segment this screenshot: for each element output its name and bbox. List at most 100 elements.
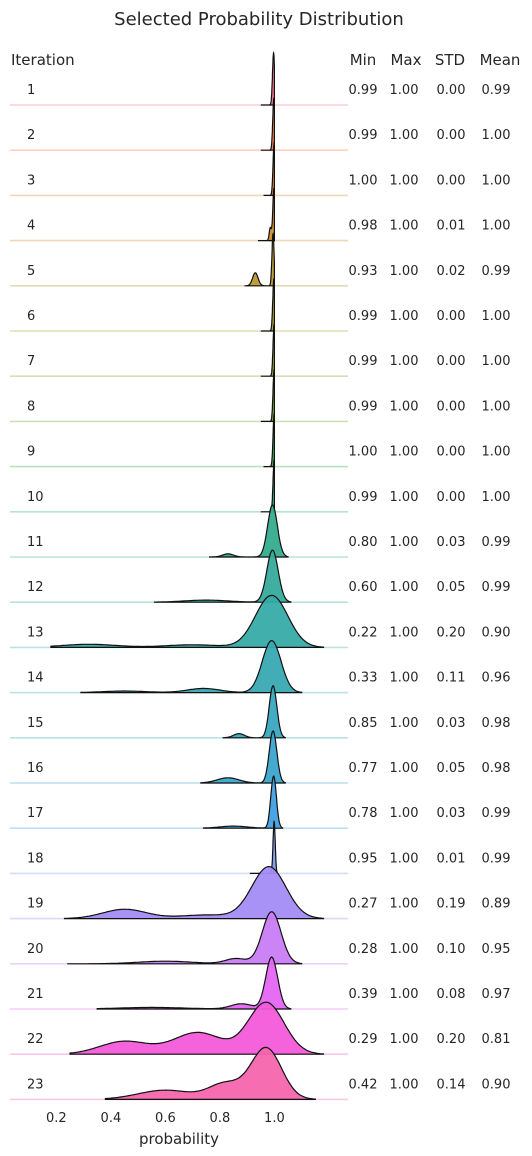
mean-value: 0.98	[482, 716, 511, 731]
max-value: 1.00	[390, 942, 419, 957]
min-value: 0.39	[349, 987, 378, 1002]
ridge-row-22: 22 0.29 1.00 0.20 0.81	[10, 1001, 511, 1055]
std-value: 0.03	[437, 535, 466, 550]
density-ridge	[258, 187, 275, 242]
max-value: 1.00	[390, 580, 419, 595]
max-value: 1.00	[390, 173, 419, 188]
std-value: 0.20	[437, 1032, 466, 1047]
mean-value: 0.95	[482, 942, 511, 957]
mean-value: 0.99	[482, 851, 511, 866]
std-value: 0.00	[437, 399, 466, 414]
ridge-row-17: 17 0.78 1.00 0.03 0.99	[10, 775, 511, 830]
max-value: 1.00	[390, 399, 419, 414]
std-value: 0.03	[437, 806, 466, 821]
min-value: 0.42	[349, 1077, 378, 1092]
iteration-label: 18	[27, 851, 44, 866]
std-value: 0.01	[437, 851, 466, 866]
std-value: 0.00	[437, 354, 466, 369]
ridge-row-12: 12 0.60 1.00 0.05 0.99	[10, 549, 511, 604]
iteration-label: 6	[27, 309, 35, 324]
iteration-label: 11	[27, 535, 44, 550]
max-value: 1.00	[390, 219, 419, 234]
iteration-label: 12	[27, 580, 44, 595]
mean-value: 0.90	[482, 1077, 511, 1092]
std-value: 0.10	[437, 942, 466, 957]
min-value: 0.78	[349, 806, 378, 821]
mean-value: 1.00	[482, 354, 511, 369]
min-value: 0.77	[349, 761, 378, 776]
mean-value: 0.97	[482, 987, 511, 1002]
density-ridge	[202, 775, 284, 829]
std-value: 0.00	[437, 173, 466, 188]
min-value: 0.98	[349, 219, 378, 234]
mean-value: 1.00	[482, 309, 511, 324]
ridge-row-9: 9 1.00 1.00 0.00 1.00	[10, 413, 510, 468]
max-value: 1.00	[390, 354, 419, 369]
density-ridge	[244, 232, 275, 287]
mean-value: 0.90	[482, 625, 511, 640]
ridge-row-13: 13 0.22 1.00 0.20 0.90	[10, 594, 511, 649]
iteration-label: 16	[27, 761, 44, 776]
min-value: 0.93	[349, 264, 378, 279]
density-ridge	[260, 369, 275, 422]
max-value: 1.00	[390, 987, 419, 1002]
mean-value: 0.96	[482, 671, 511, 686]
iteration-label: 9	[27, 445, 35, 460]
std-value: 0.02	[437, 264, 466, 279]
iteration-label: 1	[27, 83, 35, 98]
iteration-label: 14	[27, 671, 44, 686]
iteration-label: 20	[27, 942, 44, 957]
std-value: 0.00	[437, 128, 466, 143]
min-value: 0.27	[349, 897, 378, 912]
mean-value: 1.00	[482, 173, 511, 188]
max-value: 1.00	[390, 806, 419, 821]
max-value: 1.00	[390, 716, 419, 731]
ridge-row-3: 3 1.00 1.00 0.00 1.00	[10, 141, 511, 197]
ridge-row-4: 4 0.98 1.00 0.01 1.00	[10, 187, 510, 242]
density-ridge	[67, 911, 303, 965]
std-value: 0.01	[437, 219, 466, 234]
mean-value: 1.00	[482, 128, 511, 143]
density-ridge	[80, 639, 303, 694]
ridge-row-15: 15 0.85 1.00 0.03 0.98	[10, 685, 511, 739]
max-value: 1.00	[390, 897, 419, 912]
mean-value: 0.99	[482, 83, 511, 98]
max-value: 1.00	[390, 309, 419, 324]
ridge-row-7: 7 0.99 1.00 0.00 1.00	[10, 323, 511, 378]
chart-title: Selected Probability Distribution	[114, 9, 404, 30]
min-value: 0.85	[349, 716, 378, 731]
ridge-row-14: 14 0.33 1.00 0.11 0.96	[10, 639, 511, 694]
mean-column-header: Mean	[480, 51, 521, 69]
iteration-label: 22	[27, 1032, 44, 1047]
density-ridge	[249, 820, 278, 874]
min-value: 0.80	[349, 535, 378, 550]
max-value: 1.00	[390, 264, 419, 279]
min-column-header: Min	[350, 51, 377, 69]
max-value: 1.00	[390, 445, 419, 460]
min-value: 0.60	[349, 580, 378, 595]
density-ridge	[222, 685, 286, 739]
mean-value: 0.81	[482, 1032, 511, 1047]
iteration-label: 17	[27, 806, 44, 821]
ridge-row-10: 10 0.99 1.00 0.00 1.00	[10, 459, 510, 513]
density-ridge	[69, 1001, 325, 1055]
min-value: 0.33	[349, 671, 378, 686]
density-ridge	[104, 1046, 316, 1100]
std-value: 0.03	[437, 716, 466, 731]
mean-value: 0.99	[482, 806, 511, 821]
iteration-label: 5	[27, 264, 35, 279]
density-ridge	[260, 97, 275, 151]
density-ridge	[209, 504, 289, 558]
iteration-label: 19	[27, 897, 44, 912]
iteration-label: 10	[27, 490, 44, 505]
density-ridge	[200, 730, 286, 784]
ridge-row-6: 6 0.99 1.00 0.00 1.00	[10, 278, 511, 332]
std-value: 0.05	[437, 761, 466, 776]
iteration-label: 4	[27, 219, 35, 234]
density-ridge	[260, 50, 275, 106]
std-value: 0.00	[437, 445, 466, 460]
ridge-row-23: 23 0.42 1.00 0.14 0.90	[10, 1046, 511, 1101]
max-column-header: Max	[390, 51, 421, 69]
mean-value: 0.99	[482, 580, 511, 595]
min-value: 0.99	[349, 128, 378, 143]
